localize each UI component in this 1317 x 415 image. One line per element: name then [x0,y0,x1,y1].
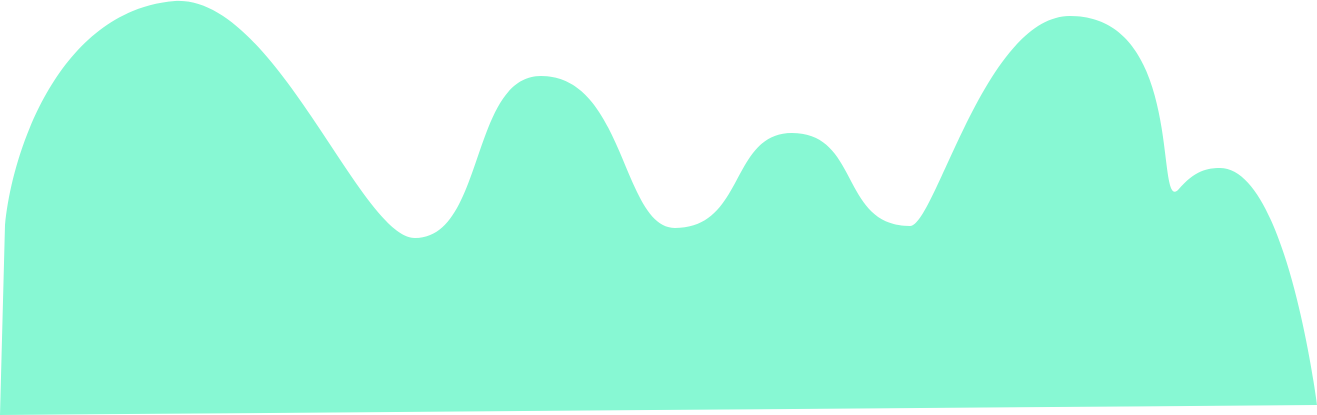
wave-illustration [0,0,1317,415]
canvas [0,0,1317,415]
wave-shape [0,0,1317,415]
